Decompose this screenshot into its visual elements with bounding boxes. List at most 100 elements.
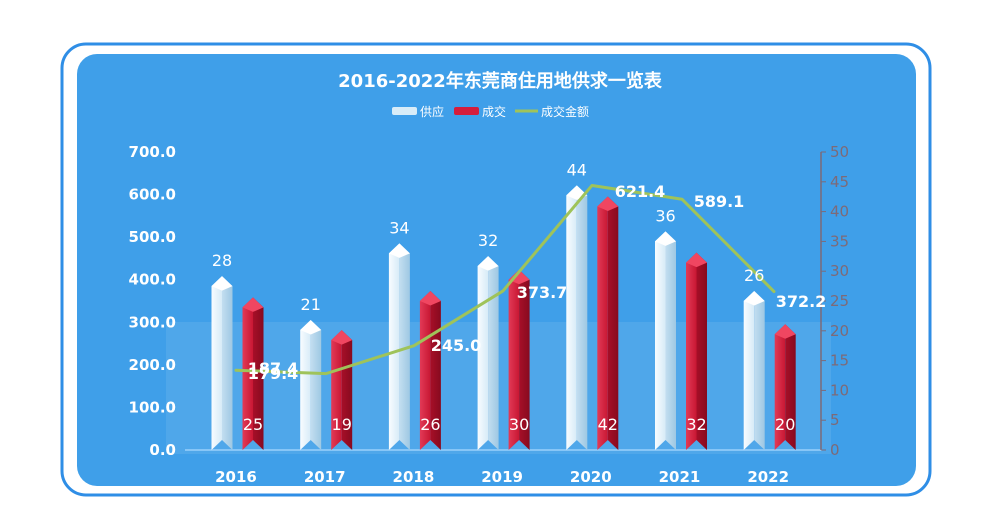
amount-line (234, 183, 776, 376)
deal-value-label: 26 (420, 415, 440, 434)
supply-value-label: 36 (655, 206, 675, 225)
supply-bar-top (655, 231, 676, 246)
supply-bar-front (566, 185, 577, 450)
supply-value-label: 26 (744, 266, 764, 285)
supply-bar (566, 185, 588, 450)
supply-bar-side (310, 319, 322, 450)
supply-value-label: 21 (301, 295, 321, 314)
left-y-tick-label: 200.0 (129, 356, 176, 374)
left-y-tick-label: 500.0 (129, 228, 176, 246)
supply-bar-side (488, 256, 499, 450)
right-y-tick-label: 20 (830, 322, 849, 340)
x-tick-label: 2021 (659, 468, 701, 486)
deal-bar-side (607, 196, 619, 450)
supply-bar (388, 243, 410, 450)
supply-bar (211, 276, 233, 450)
chart-title: 2016-2022年东莞商住用地供求一览表 (338, 70, 663, 92)
supply-bar-side (754, 291, 765, 450)
amount-value-label: 187.4 (248, 359, 299, 378)
left-y-tick-label: 300.0 (129, 313, 176, 331)
supply-bar-top (743, 291, 765, 306)
supply-bar-side (665, 231, 676, 450)
supply-bar-front (743, 291, 755, 450)
x-tick-label: 2017 (304, 468, 346, 486)
supply-bar-side (576, 185, 588, 450)
deal-bar-top (686, 252, 707, 268)
x-tick-label: 2020 (570, 468, 612, 486)
supply-value-label: 32 (478, 231, 498, 250)
supply-bar-front (300, 319, 311, 450)
supply-bar (743, 291, 765, 450)
chart-bars (211, 185, 796, 450)
x-tick-label: 2018 (393, 468, 435, 486)
right-y-tick-label: 40 (830, 203, 849, 221)
chart-frame (60, 42, 932, 497)
right-y-tick-label: 45 (830, 173, 849, 191)
left-y-tick-label: 0.0 (149, 441, 176, 459)
right-y-tick-label: 15 (830, 352, 849, 370)
supply-bar-side (399, 243, 410, 450)
deal-value-label: 20 (775, 415, 795, 434)
supply-bar (300, 319, 322, 450)
amount-value-label: 373.7 (517, 283, 568, 302)
supply-bar (655, 231, 676, 450)
deal-bar (508, 269, 530, 450)
amount-value-label: 245.0 (431, 336, 482, 355)
deal-bar (686, 252, 707, 450)
deal-bar (597, 196, 619, 450)
deal-bar-side (519, 269, 530, 450)
supply-value-label: 44 (567, 160, 587, 179)
deal-value-label: 32 (686, 415, 706, 434)
deal-bar-top (419, 291, 441, 306)
amount-line-series (234, 183, 776, 376)
amount-value-label: 621.4 (615, 182, 666, 201)
left-y-tick-label: 400.0 (129, 271, 176, 289)
amount-value-label: 179.4 (248, 364, 299, 383)
left-y-tick-label: 100.0 (129, 398, 176, 416)
amount-value-label: 372.2 (776, 292, 827, 311)
deal-bar-front (686, 252, 697, 450)
legend-supply-label: 供应 (420, 104, 444, 119)
x-tick-label: 2016 (215, 468, 257, 486)
deal-bar-front (508, 269, 520, 450)
deal-bar-top (774, 324, 796, 339)
legend-deal-swatch (454, 107, 479, 115)
x-tick-label: 2019 (481, 468, 523, 486)
right-y-tick-label: 50 (830, 143, 849, 161)
deal-bar-top (331, 330, 353, 345)
deal-value-label: 42 (598, 415, 618, 434)
deal-bar-top (597, 196, 619, 211)
supply-bar-top (211, 276, 233, 291)
deal-bar (774, 324, 796, 450)
left-y-tick-label: 600.0 (129, 186, 176, 204)
legend-amount-label: 成交金额 (541, 104, 589, 119)
deal-value-label: 30 (509, 415, 529, 434)
right-y-tick-label: 30 (830, 262, 849, 280)
x-tick-label: 2022 (747, 468, 789, 486)
supply-value-label: 28 (212, 251, 232, 270)
deal-bar-side (253, 297, 264, 450)
deal-bar-side (341, 330, 353, 450)
supply-bar-front (655, 231, 666, 450)
legend-deal-label: 成交 (482, 104, 506, 119)
supply-bar-top (300, 319, 322, 335)
deal-bar-top (508, 269, 530, 285)
deal-bar-top (242, 297, 264, 312)
supply-bar-top (388, 243, 410, 258)
supply-bar-front (388, 243, 400, 450)
supply-bar-front (211, 276, 222, 450)
chart-legend: 供应 成交 成交金额 (392, 104, 589, 119)
chart-axes: 0.0 100.0 200.0 300.0 400.0 500.0 600.0 700.0 0 5… (129, 143, 850, 486)
amount-value-label: 589.1 (694, 192, 745, 211)
deal-bar-side (785, 324, 796, 450)
right-y-tick-label: 0 (830, 441, 840, 459)
deal-bar (331, 330, 353, 450)
right-y-tick-label: 10 (830, 381, 849, 399)
right-y-tick-label: 35 (830, 232, 849, 250)
deal-bar-front (242, 297, 253, 450)
deal-value-label: 19 (332, 415, 352, 434)
deal-bar-front (419, 291, 431, 450)
right-y-tick-label: 5 (830, 411, 840, 429)
